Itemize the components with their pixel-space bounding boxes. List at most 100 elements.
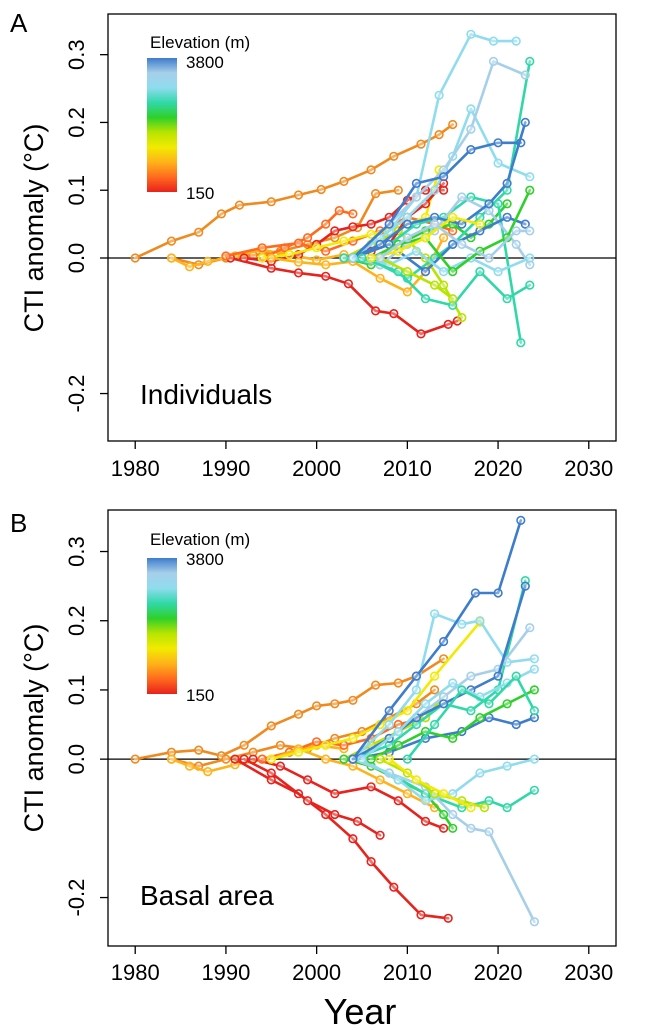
- data-point: [439, 233, 449, 243]
- data-point: [284, 250, 295, 260]
- y-tick-label: 0.0: [64, 744, 89, 775]
- x-axis-label: Year: [324, 991, 397, 1030]
- series-line: [351, 141, 523, 260]
- data-point: [203, 256, 213, 267]
- data-point: [348, 222, 358, 232]
- y-tick-label: 0.0: [64, 243, 89, 274]
- data-point: [484, 253, 494, 263]
- series-line: [378, 222, 532, 260]
- series-22: [357, 253, 535, 311]
- data-point: [221, 754, 231, 764]
- plot-frame: [107, 509, 617, 947]
- data-point: [239, 754, 249, 764]
- colorbar-min-label: 150: [186, 184, 214, 203]
- data-point: [520, 117, 530, 127]
- series-line: [369, 216, 482, 260]
- data-point: [434, 90, 444, 100]
- data-point: [375, 830, 385, 840]
- data-point: [348, 209, 358, 219]
- data-point: [466, 104, 476, 114]
- series-18: [348, 138, 526, 263]
- data-point: [321, 246, 331, 256]
- series-line: [260, 168, 441, 260]
- data-point: [516, 515, 526, 526]
- series-13: [348, 609, 540, 764]
- data-point: [511, 719, 521, 730]
- series-line: [378, 256, 455, 301]
- data-point: [366, 219, 376, 229]
- panel-label: B: [10, 508, 27, 538]
- series-line: [233, 757, 450, 920]
- data-point: [529, 706, 540, 716]
- data-point: [511, 36, 521, 46]
- data-point: [529, 917, 540, 927]
- data-point: [357, 253, 367, 263]
- data-point: [348, 733, 358, 744]
- data-point: [511, 671, 521, 681]
- data-point: [293, 747, 304, 757]
- series-line: [351, 612, 536, 761]
- series-line: [360, 256, 532, 307]
- data-point: [416, 139, 426, 149]
- colorbar-title: Elevation (m): [150, 33, 250, 52]
- panel-annotation: Basal area: [140, 880, 274, 911]
- data-point: [466, 706, 476, 716]
- data-point: [430, 609, 440, 619]
- data-point: [475, 712, 485, 723]
- series-line: [351, 249, 532, 273]
- x-tick-label: 2010: [383, 456, 432, 481]
- x-tick-label: 1990: [201, 456, 250, 481]
- data-point: [402, 287, 413, 297]
- data-point: [466, 802, 476, 813]
- data-point: [339, 176, 349, 186]
- data-point: [484, 827, 494, 837]
- data-point: [203, 766, 213, 777]
- data-point: [371, 306, 381, 316]
- data-point: [430, 219, 440, 229]
- series-line: [369, 688, 536, 761]
- data-point: [402, 233, 413, 243]
- data-point: [475, 226, 485, 236]
- data-point: [416, 329, 426, 339]
- data-point: [525, 623, 535, 633]
- data-point: [321, 271, 331, 281]
- data-point: [457, 192, 467, 202]
- series-line: [269, 620, 482, 761]
- data-point: [402, 706, 413, 716]
- data-point: [257, 243, 267, 253]
- data-point: [357, 754, 367, 764]
- data-point: [339, 236, 349, 246]
- data-point: [466, 671, 476, 681]
- data-point: [130, 253, 140, 263]
- data-point: [420, 267, 431, 277]
- data-point: [493, 158, 503, 168]
- data-point: [448, 678, 458, 688]
- data-point: [448, 267, 458, 277]
- x-tick-label: 2000: [292, 456, 341, 481]
- data-point: [525, 253, 535, 263]
- data-point: [234, 200, 245, 210]
- data-point: [393, 246, 403, 256]
- data-point: [303, 796, 313, 806]
- series-3: [230, 754, 453, 923]
- series-line: [351, 757, 536, 924]
- x-tick-label: 2020: [474, 960, 523, 985]
- data-point: [194, 227, 204, 237]
- data-point: [348, 754, 358, 764]
- data-point: [166, 236, 177, 246]
- data-point: [502, 802, 512, 813]
- data-point: [529, 664, 540, 674]
- data-point: [457, 619, 467, 629]
- data-point: [339, 754, 349, 764]
- y-tick-label: 0.3: [64, 39, 89, 70]
- elevation-colorbar: Elevation (m) 3800 150: [147, 530, 250, 705]
- data-point: [411, 178, 422, 188]
- data-point: [525, 226, 535, 236]
- data-point: [502, 699, 512, 709]
- data-point: [216, 209, 226, 219]
- data-point: [375, 754, 385, 764]
- data-point: [230, 754, 240, 764]
- data-point: [529, 654, 540, 664]
- data-point: [375, 273, 385, 283]
